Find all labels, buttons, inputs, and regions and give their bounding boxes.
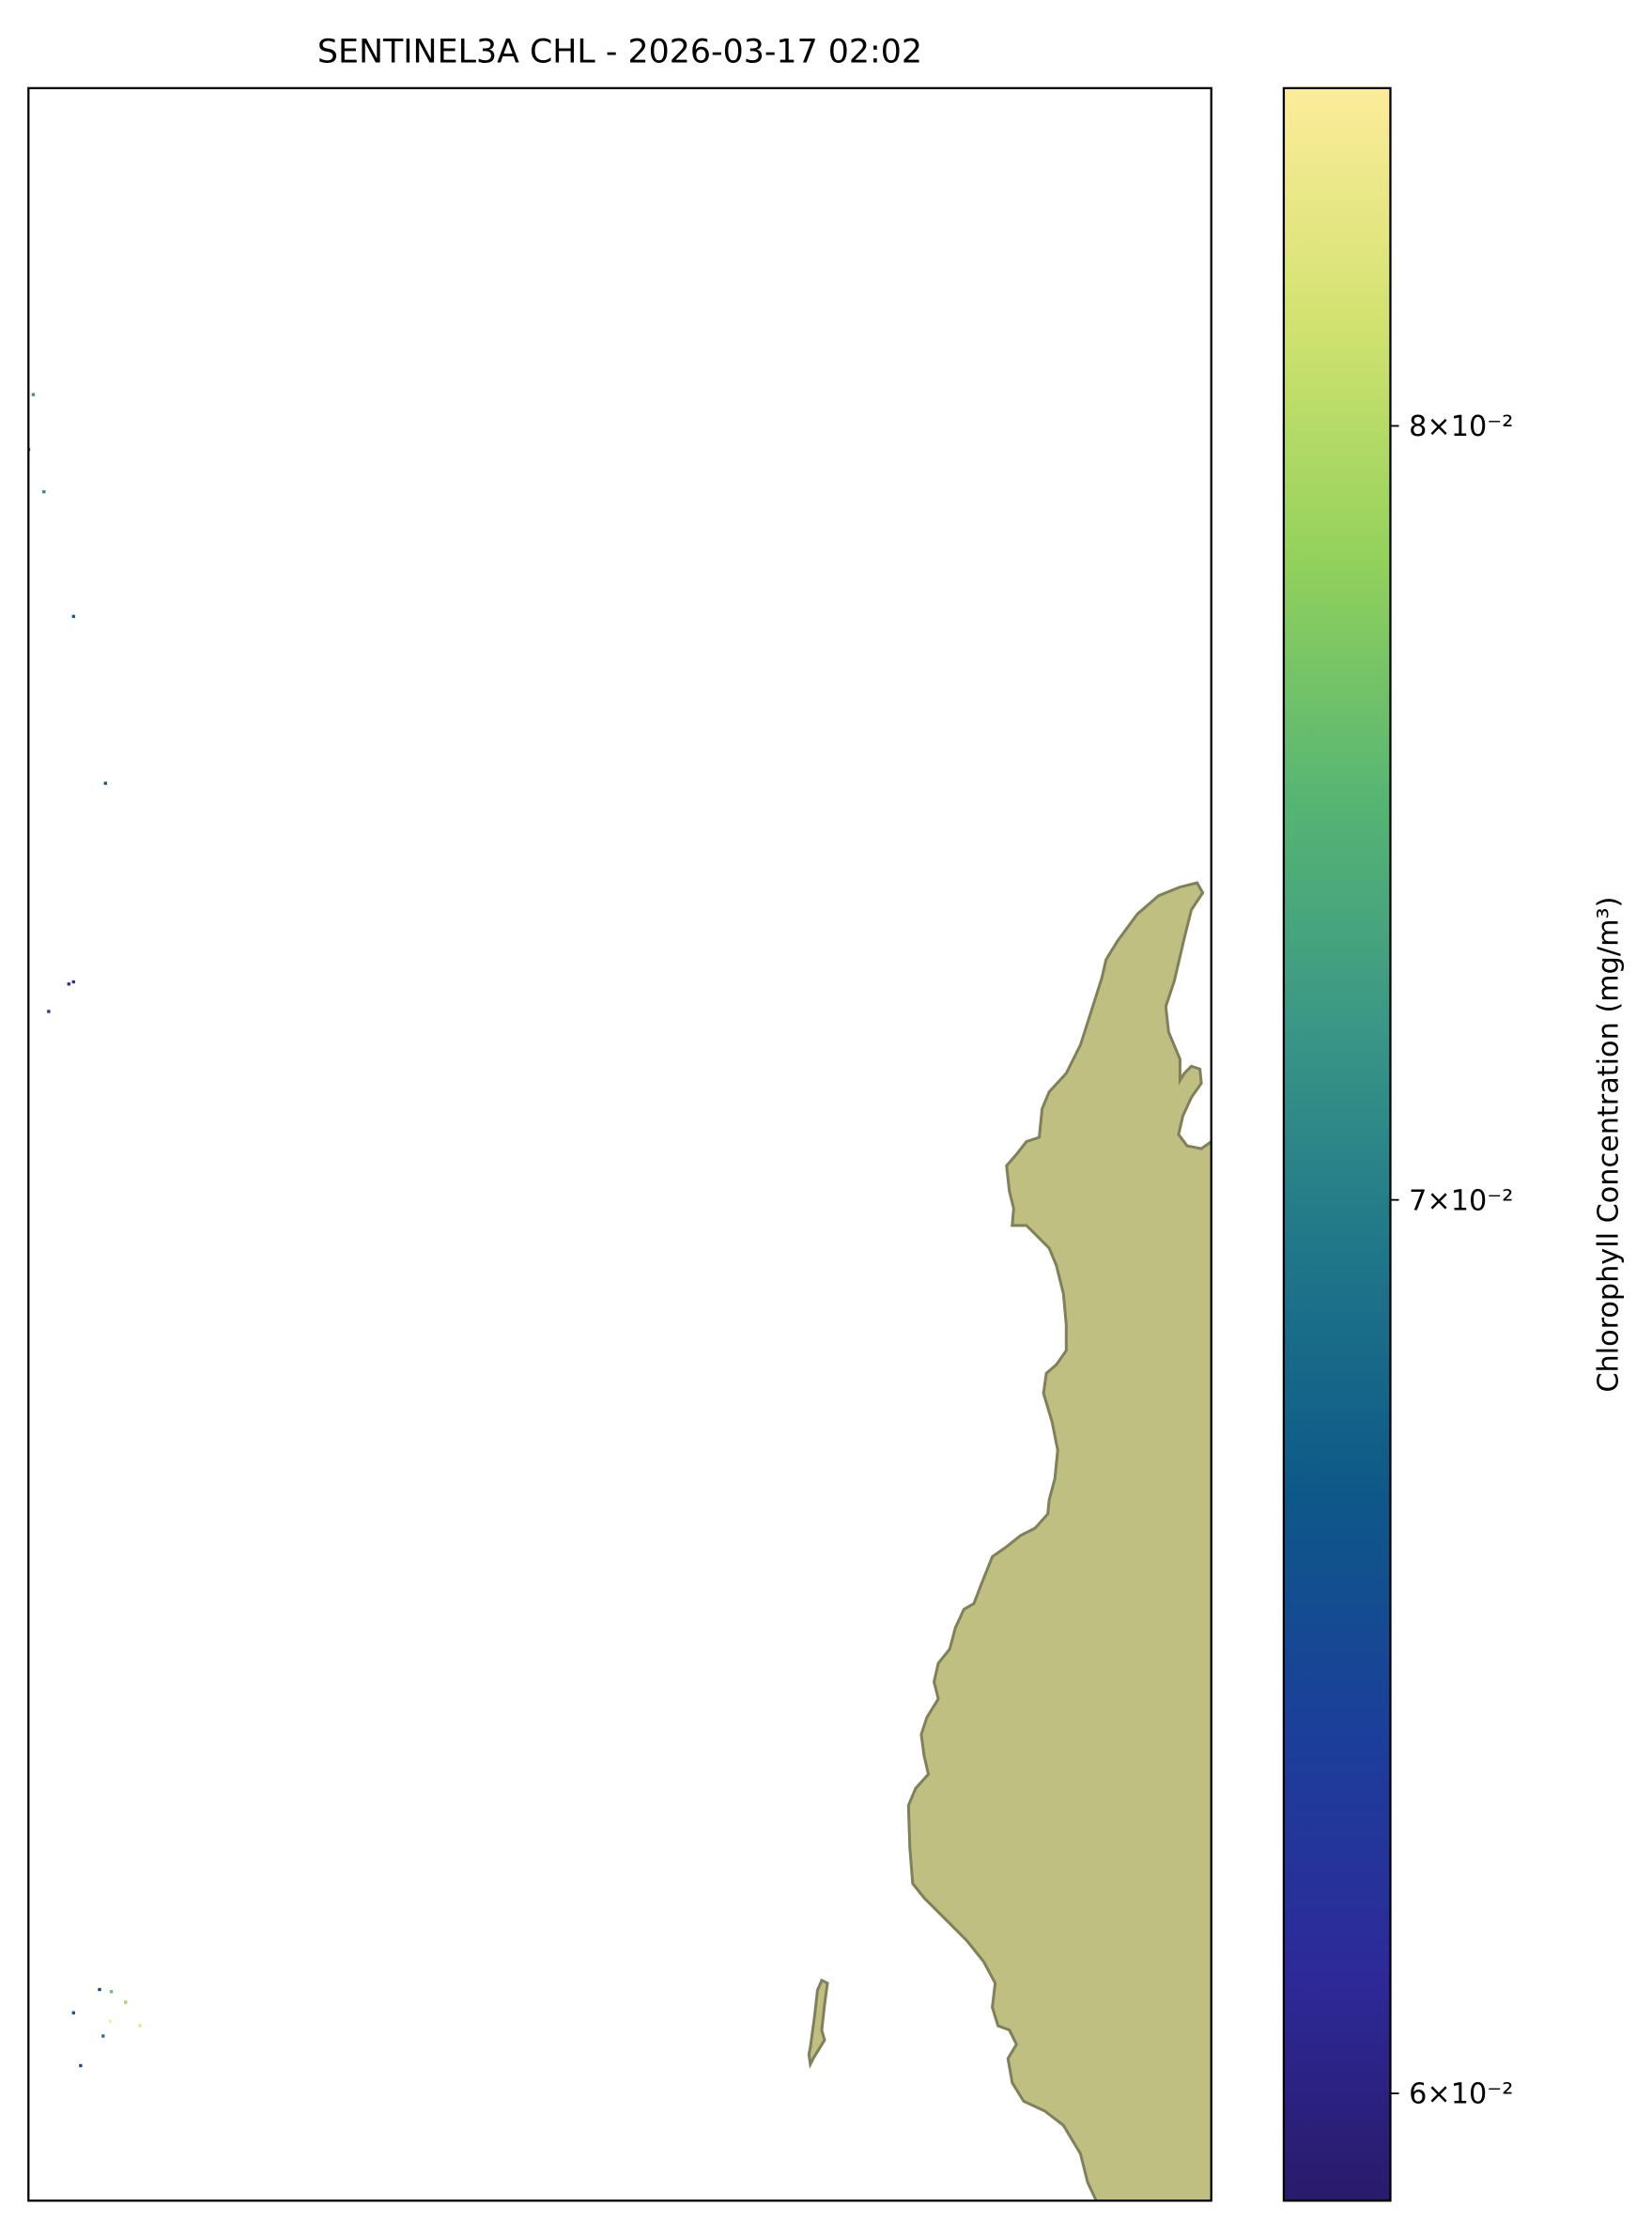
data-pixel (71, 2011, 75, 2014)
data-pixel (109, 1990, 114, 1994)
data-pixel (138, 2024, 142, 2028)
data-pixel (71, 614, 75, 619)
data-pixel (101, 2034, 105, 2038)
chart-title: SENTINEL3A CHL - 2026-03-17 02:02 (317, 34, 922, 71)
colorbar-tick-label: 7×10⁻² (1409, 1184, 1513, 1217)
data-pixel (103, 781, 107, 785)
map-frame (27, 86, 1212, 2202)
data-pixel (67, 982, 70, 986)
data-pixel (47, 1010, 51, 1013)
data-pixel (108, 2019, 113, 2023)
data-pixel (79, 2063, 83, 2068)
data-pixel (42, 489, 46, 494)
landmass (906, 881, 1212, 2201)
data-pixel (124, 2000, 128, 2004)
island (807, 1978, 829, 2069)
map-area (28, 393, 1212, 2201)
colorbar (1282, 86, 1392, 2202)
colorbar-label: Chlorophyll Concentration (mg/m³) (1593, 897, 1626, 1393)
data-pixel (98, 1987, 101, 1992)
data-pixel (71, 980, 75, 984)
data-pixel (31, 393, 36, 396)
colorbar-tick-label: 6×10⁻² (1409, 2078, 1513, 2111)
colorbar-tick-label: 8×10⁻² (1409, 410, 1513, 443)
